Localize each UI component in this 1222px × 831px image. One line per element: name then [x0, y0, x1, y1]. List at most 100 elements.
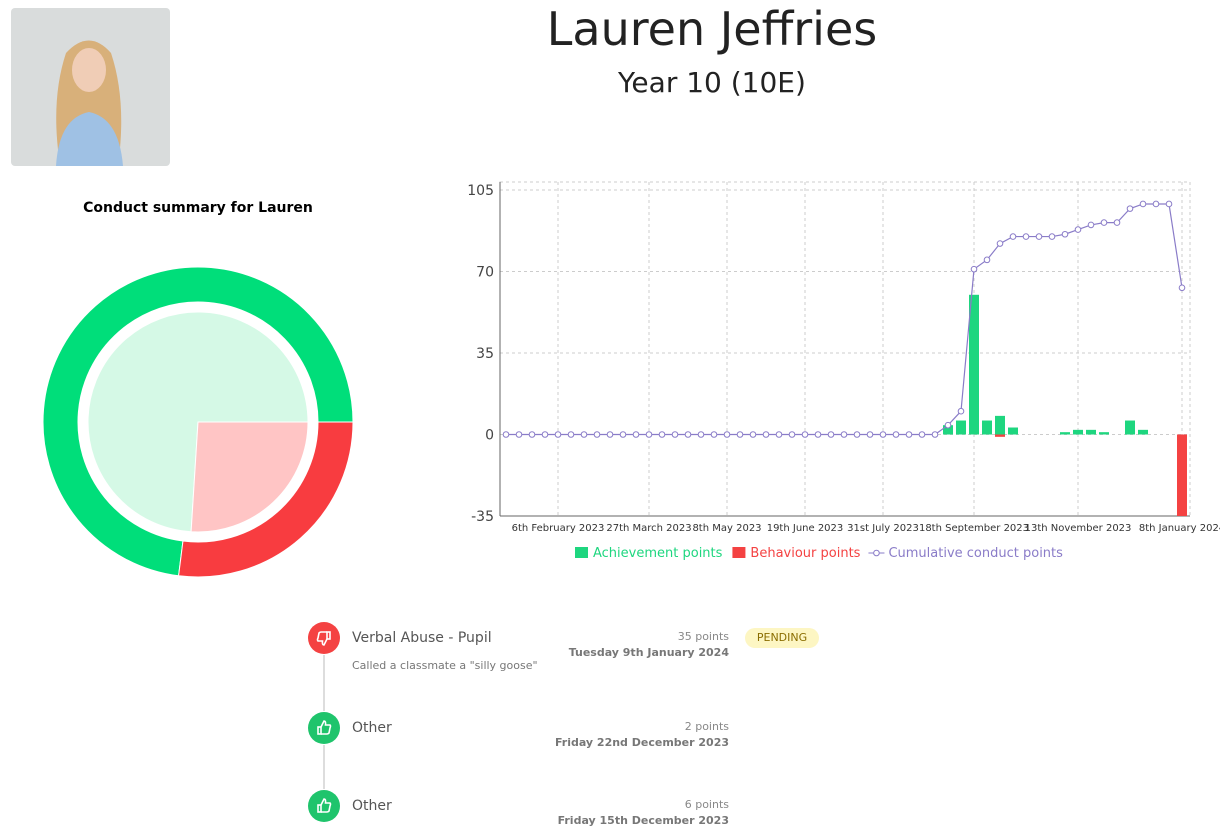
- bar: [1060, 432, 1070, 435]
- x-tick-label: 27th March 2023: [606, 523, 691, 534]
- line: [506, 203, 1183, 436]
- line-point: [502, 431, 510, 438]
- line-point: [515, 431, 523, 438]
- line-point: [944, 421, 952, 429]
- line-point: [762, 431, 770, 438]
- item-date: Tuesday 9th January 2024: [568, 646, 729, 659]
- line-point: [1061, 230, 1069, 238]
- item-title: Other: [352, 798, 392, 814]
- line-point: [879, 431, 887, 438]
- y-tick-label: 35: [476, 346, 494, 362]
- line-point: [1178, 284, 1186, 292]
- x-tick-label: 8th May 2023: [692, 523, 761, 534]
- line-point: [580, 431, 588, 438]
- connector: [323, 655, 325, 711]
- bar: [982, 420, 992, 435]
- line-point: [1022, 233, 1030, 240]
- y-tick-label: 70: [476, 265, 494, 281]
- item-points: 6 points: [684, 798, 729, 811]
- x-tick-label: 31st July 2023: [847, 523, 919, 534]
- bar: [1008, 427, 1018, 435]
- line-point: [658, 431, 666, 438]
- line-point: [554, 431, 562, 438]
- line-point: [749, 431, 757, 438]
- thumb-icon: [317, 798, 332, 813]
- line-point: [619, 431, 627, 438]
- x-tick-label: 8th January 2024: [1139, 523, 1220, 534]
- line-point: [801, 431, 809, 438]
- conduct-chart: -35 0 35 70 105 6th February 2023 27th March 2…: [467, 181, 1220, 561]
- x-tick-label: 18th September 2023: [919, 523, 1029, 534]
- item-title: Other: [352, 720, 392, 736]
- line-point: [866, 431, 874, 438]
- plot-frame: [499, 181, 1191, 517]
- thumb-icon: [316, 631, 331, 646]
- y-tick-label: -35: [471, 509, 494, 525]
- legend-swatch: [873, 549, 880, 557]
- x-tick-label: 19th June 2023: [767, 523, 844, 534]
- bar: [1086, 429, 1096, 435]
- line-point: [671, 431, 679, 438]
- y-tick-label: 0: [485, 428, 494, 444]
- line-point: [632, 431, 640, 438]
- line-point: [970, 265, 978, 273]
- line-point: [983, 256, 991, 264]
- bar: [969, 294, 979, 435]
- ring-segment: [178, 421, 354, 578]
- legend-label: Cumulative conduct points: [888, 546, 1063, 561]
- line-point: [827, 431, 835, 438]
- bar: [1177, 434, 1187, 516]
- line-point: [736, 431, 744, 438]
- line-point: [645, 431, 653, 438]
- line-point: [541, 431, 549, 438]
- legend-label: Behaviour points: [750, 546, 860, 561]
- y-tick-label: 105: [467, 183, 494, 199]
- item-points: 2 points: [684, 720, 729, 733]
- line-point: [957, 407, 965, 415]
- line-point: [606, 431, 614, 438]
- line-point: [1074, 226, 1082, 233]
- item-date: Friday 22nd December 2023: [554, 736, 729, 749]
- student-year: Year 10 (10E): [618, 66, 806, 99]
- pie-slice: [190, 421, 309, 533]
- line-point: [593, 431, 601, 438]
- line-point: [1152, 200, 1160, 208]
- line-point: [1100, 219, 1108, 226]
- line-point: [892, 431, 900, 438]
- student-name: Lauren Jeffries: [546, 2, 878, 56]
- ring-segment: [42, 266, 354, 577]
- line-point: [528, 431, 536, 438]
- legend-swatch: [575, 547, 588, 558]
- bar: [995, 434, 1005, 437]
- line-point: [918, 431, 926, 438]
- x-tick-label: 13th November 2023: [1025, 523, 1132, 534]
- item-date: Friday 15th December 2023: [557, 814, 729, 827]
- line-point: [996, 240, 1004, 247]
- line-point: [684, 431, 692, 438]
- donut-chart: Conduct summary for Lauren: [42, 200, 354, 578]
- line-point: [1087, 221, 1095, 229]
- bar: [1138, 429, 1148, 435]
- item-title: Verbal Abuse - Pupil: [352, 630, 492, 646]
- bar: [1125, 420, 1135, 435]
- line-point: [814, 431, 822, 438]
- bar: [1099, 432, 1109, 435]
- line-point: [1139, 200, 1147, 208]
- line-point: [710, 431, 718, 438]
- line-point: [1113, 219, 1121, 226]
- connector: [323, 745, 325, 789]
- line-point: [723, 431, 731, 438]
- item-icon: [308, 790, 340, 822]
- profile-photo: [11, 8, 170, 166]
- line-point: [1009, 233, 1017, 240]
- item-description: Called a classmate a "silly goose": [352, 659, 538, 672]
- line-point: [931, 431, 939, 438]
- status-badge: PENDING: [745, 628, 819, 648]
- legend-label: Achievement points: [593, 546, 723, 561]
- bar: [995, 415, 1005, 435]
- line-point: [840, 431, 848, 438]
- line-point: [697, 431, 705, 438]
- line-point: [1048, 233, 1056, 240]
- line-point: [1126, 205, 1134, 212]
